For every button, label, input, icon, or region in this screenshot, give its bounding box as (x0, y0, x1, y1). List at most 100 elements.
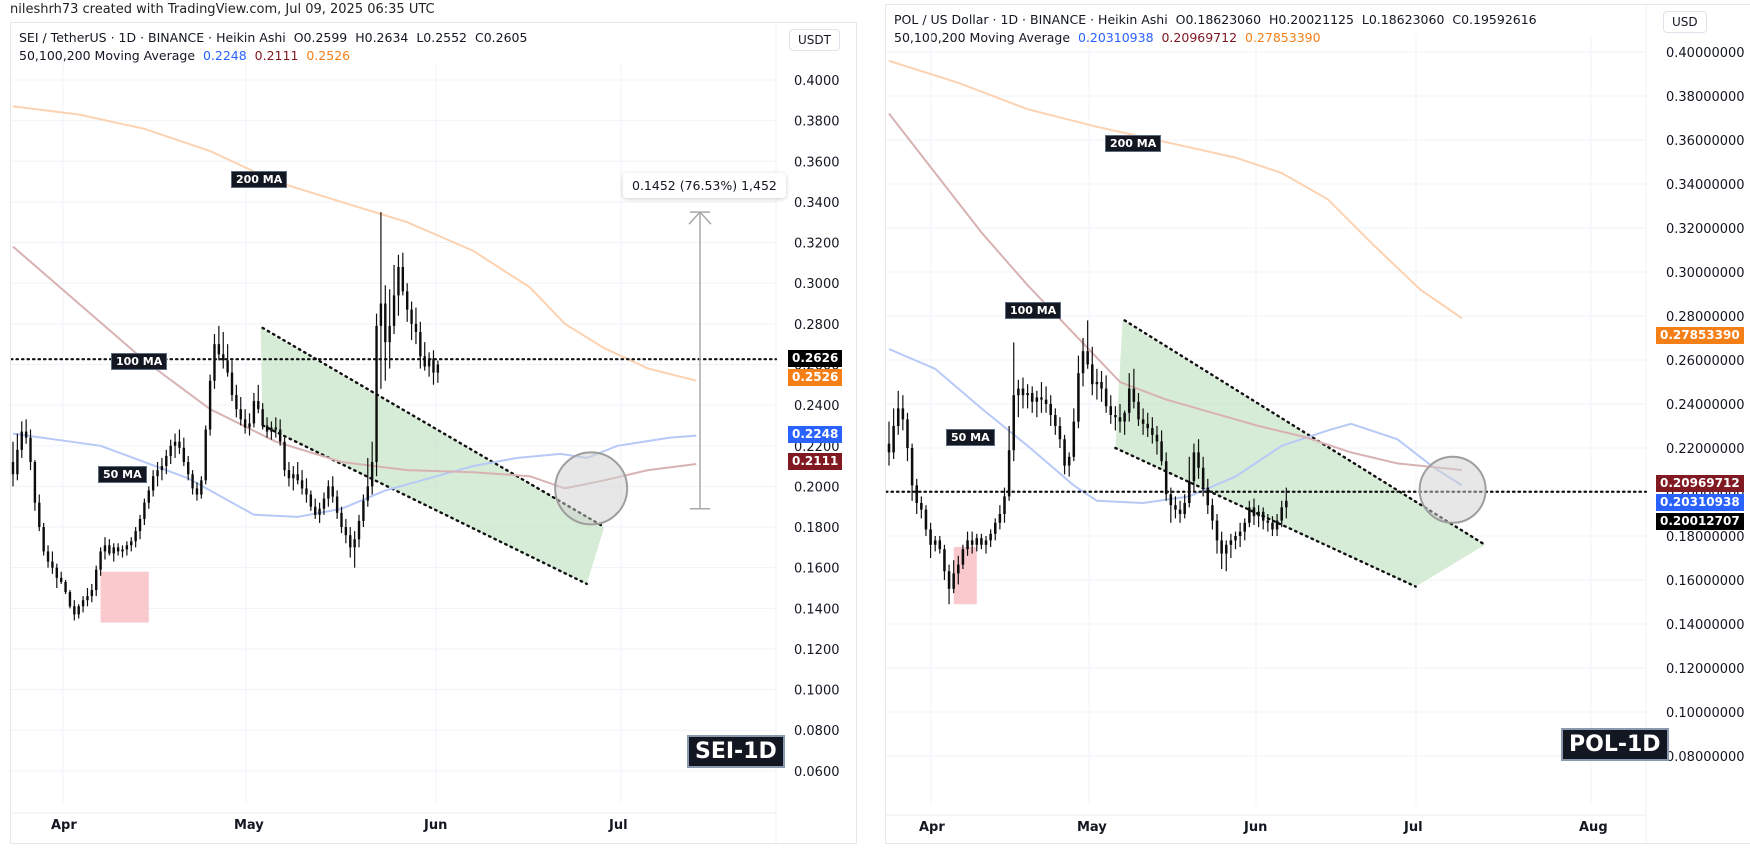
candle-body (287, 470, 291, 479)
candle-body (81, 600, 85, 607)
sei-currency-button[interactable]: USDT (789, 29, 840, 51)
candle-body (1021, 388, 1025, 396)
candle-body (379, 303, 383, 326)
candle-body (191, 474, 194, 489)
candle-body (362, 500, 365, 521)
sei-ma200-value: 0.2526 (306, 48, 351, 63)
sei-chart-tag: SEI-1D (687, 735, 785, 768)
candle-body (235, 394, 238, 410)
candle-body (1192, 452, 1196, 481)
candle-body (1160, 441, 1163, 462)
candle-body (1224, 544, 1228, 554)
candle-body (1030, 393, 1034, 402)
candle-body (38, 502, 41, 528)
candle-body (1266, 520, 1270, 523)
candle-body (1118, 417, 1122, 422)
y-axis-tick: 0.0600 (794, 765, 840, 780)
pol-currency-button[interactable]: USD (1663, 11, 1707, 33)
pol-chart-panel[interactable]: POL / US Dollar · 1D · BINANCE · Heikin … (885, 4, 1750, 844)
candle-body (405, 291, 409, 310)
sei-ma100-price-tag: 0.2111 (788, 453, 843, 470)
pol-ma100-price-tag: 0.20969712 (1656, 475, 1744, 492)
candle-body (1063, 439, 1066, 466)
candle-body (151, 476, 155, 491)
candle-body (292, 474, 295, 479)
candle-body (331, 486, 334, 497)
sei-ma50-price-tag: 0.2248 (788, 426, 843, 443)
candle-body (1141, 419, 1145, 424)
candle-body (1146, 423, 1149, 429)
sei-ma-title[interactable]: 50,100,200 Moving Average (19, 48, 196, 63)
candle-body (938, 540, 942, 550)
candle-body (1169, 494, 1173, 506)
candle-body (16, 449, 19, 475)
candle-body (388, 325, 391, 343)
candle-body (1123, 412, 1126, 422)
candle-body (243, 419, 247, 428)
candle-body (1058, 426, 1062, 440)
candle-body (1026, 393, 1029, 396)
x-axis-tick: Jul (1403, 820, 1423, 835)
pol-ma50-value: 0.20310938 (1077, 30, 1154, 45)
candle-body (160, 466, 164, 471)
y-axis-tick: 0.1800 (794, 521, 840, 536)
candle-body (55, 567, 59, 578)
pol-chart-tag: POL-1D (1561, 728, 1669, 761)
y-axis-tick: 0.1400 (794, 602, 840, 617)
candle-body (29, 437, 32, 463)
candle-body (970, 540, 974, 545)
sei-chart-panel[interactable]: SEI / TetherUS · 1D · BINANCE · Heikin A… (10, 22, 857, 844)
candle-body (130, 541, 133, 546)
y-axis-tick: 0.1200 (794, 643, 840, 658)
y-axis-tick: 0.3200 (794, 237, 840, 252)
sei-symbol-line[interactable]: SEI / TetherUS · 1D · BINANCE · Heikin A… (19, 30, 286, 45)
candle-body (103, 545, 107, 552)
pol-ma-title[interactable]: 50,100,200 Moving Average (894, 30, 1071, 45)
candle-body (984, 540, 988, 545)
x-axis-tick: Aug (1579, 820, 1608, 835)
candle-body (1183, 503, 1186, 514)
candle-body (156, 470, 159, 477)
candle-body (929, 529, 932, 545)
candle-body (204, 429, 207, 481)
sei-low: L0.2552 (416, 30, 468, 45)
y-axis-tick: 0.26000000 (1666, 354, 1745, 369)
falling-wedge-fill (260, 327, 605, 584)
candle-body (1049, 404, 1052, 415)
sei-plot-area[interactable]: 0.4000 0.3800 0.3600 0.3400 0.3200 0.3000 0.28… (11, 23, 856, 843)
candle-body (993, 522, 997, 534)
candle-body (1164, 461, 1168, 495)
candle-body (943, 549, 946, 572)
pol-plot-area[interactable]: 0.40000000 0.38000000 0.36000000 0.34000000… (886, 5, 1750, 843)
candle-body (1007, 450, 1011, 497)
candle-body (933, 540, 937, 545)
candle-body (11, 462, 15, 475)
candle-body (436, 364, 440, 373)
candle-body (1197, 452, 1200, 468)
candle-body (305, 488, 308, 495)
candle-body (143, 502, 146, 519)
y-axis-tick: 0.28000000 (1666, 310, 1745, 325)
candle-body (896, 408, 900, 426)
candle-body (178, 441, 181, 448)
y-axis-tick: 0.24000000 (1666, 398, 1745, 413)
candle-body (1220, 540, 1223, 554)
y-axis-tick: 0.4000 (794, 74, 840, 89)
candle-body (892, 426, 895, 453)
candle-body (283, 441, 286, 471)
y-axis-tick: 0.18000000 (1666, 530, 1745, 545)
candle-body (375, 325, 378, 463)
y-axis-tick: 0.2200 (794, 440, 840, 455)
sei-ma200-price-tag: 0.2526 (788, 369, 843, 386)
sei-ma50-label: 50 MA (98, 466, 147, 483)
candle-body (1017, 388, 1020, 396)
candle-body (24, 431, 28, 438)
pol-symbol-line[interactable]: POL / US Dollar · 1D · BINANCE · Heikin … (894, 12, 1168, 27)
y-axis-tick: 0.16000000 (1666, 574, 1745, 589)
candle-body (200, 480, 203, 495)
candle-body (226, 360, 229, 373)
candle-body (138, 518, 142, 532)
low-zone-box (953, 547, 977, 605)
pol-ma100-value: 0.20969712 (1161, 30, 1238, 45)
candle-body (248, 423, 251, 428)
